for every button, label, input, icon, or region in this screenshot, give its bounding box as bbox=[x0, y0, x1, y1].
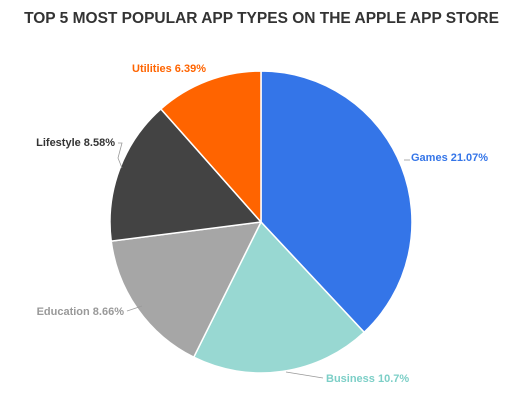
pie-slice-utilities bbox=[160, 70, 262, 223]
pie-slice-lifestyle bbox=[109, 108, 262, 242]
chart-title: TOP 5 MOST POPULAR APP TYPES ON THE APPL… bbox=[24, 10, 499, 27]
slice-label-lifestyle: Lifestyle 8.58% bbox=[36, 137, 115, 149]
slice-label-business: Business 10.7% bbox=[326, 373, 409, 385]
leader-line-lifestyle bbox=[117, 142, 123, 169]
pie-slice-games bbox=[260, 70, 413, 334]
slice-label-education: Education 8.66% bbox=[37, 306, 125, 318]
pie-slices bbox=[109, 70, 413, 374]
leader-line-education bbox=[126, 305, 143, 312]
leader-line-business bbox=[285, 371, 324, 379]
label-leaders bbox=[117, 142, 410, 379]
slice-label-utilities: Utilities 6.39% bbox=[132, 63, 206, 75]
slice-label-games: Games 21.07% bbox=[411, 152, 488, 164]
pie-slice-business bbox=[192, 221, 365, 374]
slice-labels: Games 21.07% Business 10.7% Education 8.66… bbox=[36, 63, 488, 385]
pie-slice-education bbox=[110, 221, 262, 358]
